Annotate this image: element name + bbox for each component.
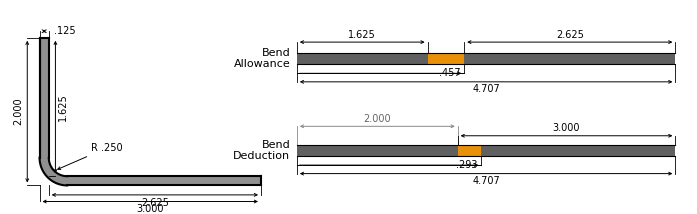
Text: 2.625: 2.625 (556, 30, 584, 40)
Bar (427, 54, 464, 64)
Text: Bend
Deduction: Bend Deduction (233, 140, 290, 161)
Text: R .250: R .250 (58, 143, 123, 169)
Text: 2.625: 2.625 (141, 198, 169, 208)
Bar (297, 54, 675, 64)
Text: .457: .457 (439, 68, 461, 78)
Text: 2.000: 2.000 (13, 98, 24, 125)
Text: 4.707: 4.707 (473, 176, 500, 186)
Polygon shape (40, 38, 49, 158)
Bar (458, 145, 481, 156)
Text: .293: .293 (456, 160, 477, 170)
Text: 2.000: 2.000 (363, 114, 391, 124)
Text: 4.707: 4.707 (473, 84, 500, 94)
Polygon shape (67, 176, 261, 185)
Text: 1.625: 1.625 (59, 93, 68, 121)
Text: 3.000: 3.000 (553, 123, 581, 133)
Text: 3.000: 3.000 (137, 204, 164, 214)
Text: 1.625: 1.625 (348, 30, 376, 40)
Text: .125: .125 (54, 26, 75, 36)
Bar (297, 145, 675, 156)
Polygon shape (40, 158, 67, 185)
Text: Bend
Allowance: Bend Allowance (233, 48, 290, 70)
